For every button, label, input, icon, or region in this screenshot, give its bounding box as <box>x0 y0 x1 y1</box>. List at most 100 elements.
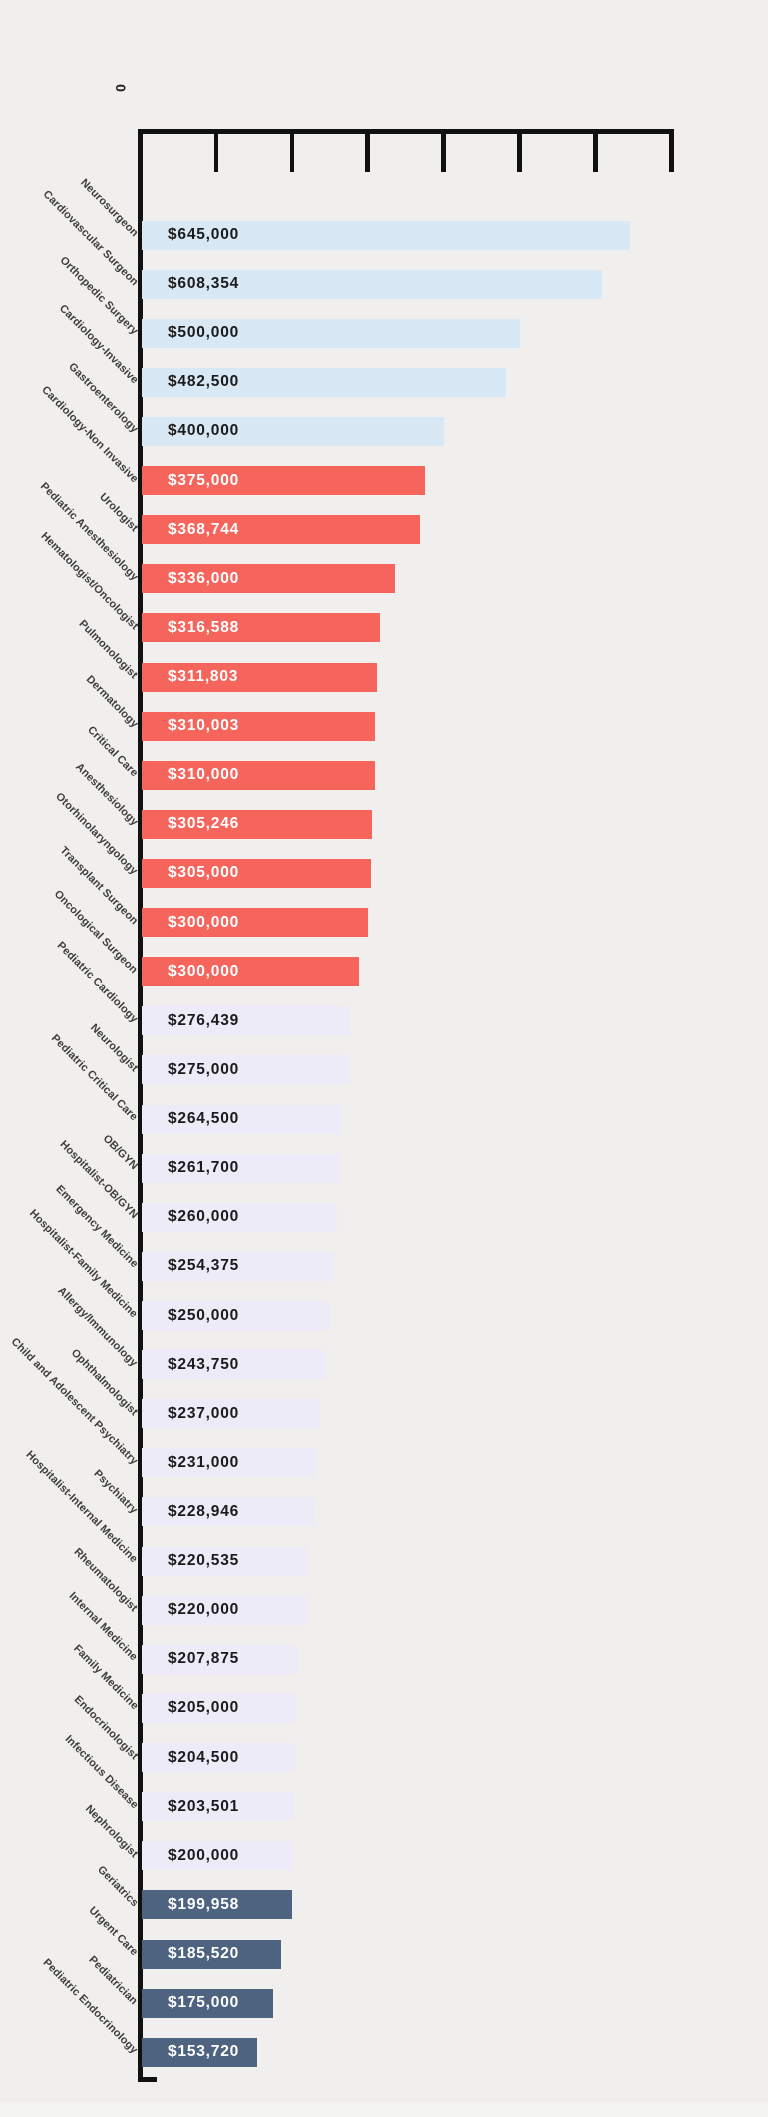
bar <box>142 1890 292 1920</box>
bar-value-label: $243,750 <box>168 1355 240 1373</box>
category-label: Pediatric Cardiology <box>54 939 141 1026</box>
category-label: Urologist <box>96 490 141 534</box>
bar-value-label: $237,000 <box>168 1404 240 1422</box>
bar-value-label: $305,246 <box>168 815 240 833</box>
x-axis-tick <box>441 129 446 172</box>
category-label: Dermatology <box>83 673 141 731</box>
bar-value-label: $220,535 <box>168 1552 240 1570</box>
bar-value-label: $185,520 <box>168 1945 240 1963</box>
bar <box>142 564 396 594</box>
x-axis-tick <box>517 129 522 172</box>
bar <box>142 1251 334 1281</box>
category-label: Otorhinolaryngology <box>53 790 141 878</box>
bar <box>142 1153 339 1183</box>
bar <box>142 1350 325 1380</box>
bar <box>142 1743 296 1773</box>
bar-value-label: $310,003 <box>168 717 240 735</box>
bar-value-label: $203,501 <box>168 1797 240 1815</box>
category-label: Psychiatry <box>91 1467 141 1517</box>
bar-value-label: $260,000 <box>168 1208 240 1226</box>
bar-value-label: $368,744 <box>168 520 240 538</box>
bar <box>142 1841 292 1871</box>
bar <box>142 1006 350 1036</box>
bar <box>142 1104 341 1134</box>
x-axis-tick <box>137 129 143 172</box>
bar <box>142 1595 307 1625</box>
bar <box>142 2037 257 2067</box>
bar <box>142 908 368 938</box>
x-axis-tick-label-zero: 0 <box>112 84 129 92</box>
x-axis-tick <box>365 129 370 172</box>
bar <box>142 269 602 299</box>
bar <box>142 1939 281 1969</box>
category-label: Hematologist/Oncologist <box>38 529 141 633</box>
bar <box>142 858 372 888</box>
bottom-strip <box>0 2103 768 2117</box>
category-label: Cardiology-Non Invasive <box>38 383 141 485</box>
category-label: Cardiovascular Surgeon <box>40 188 141 289</box>
x-axis-tick <box>669 129 674 172</box>
bar-value-label: $305,000 <box>168 864 240 882</box>
bar <box>142 416 444 446</box>
bar <box>142 1448 316 1478</box>
bar-value-label: $200,000 <box>168 1846 240 1864</box>
bar-value-label: $199,958 <box>168 1895 240 1913</box>
category-label: Urgent Care <box>86 1904 141 1959</box>
bar <box>142 466 425 496</box>
bar <box>142 1792 295 1822</box>
bar-value-label: $336,000 <box>168 569 240 587</box>
bar-value-label: $204,500 <box>168 1748 240 1766</box>
bar-value-label: $175,000 <box>168 1994 240 2012</box>
category-label: Emergency Medicine <box>53 1183 141 1271</box>
bar-value-label: $250,000 <box>168 1306 240 1324</box>
bar-value-label: $310,000 <box>168 766 240 784</box>
x-axis-tick <box>289 129 295 172</box>
x-axis-line <box>137 129 674 134</box>
bar-value-label: $275,000 <box>168 1060 240 1078</box>
bar <box>142 1546 308 1576</box>
bar <box>142 711 376 741</box>
bar <box>142 1497 314 1527</box>
category-label: Pediatric Endocrinology <box>40 1956 141 2057</box>
bar <box>142 1693 296 1723</box>
y-axis-line <box>137 129 143 2082</box>
y-axis-end-tick <box>137 2077 157 2082</box>
bar <box>142 957 360 987</box>
bar-value-label: $207,875 <box>168 1650 240 1668</box>
bar-value-label: $645,000 <box>168 226 240 243</box>
bar-value-label: $254,375 <box>168 1257 240 1275</box>
bar-value-label: $500,000 <box>168 324 240 342</box>
bar <box>142 760 376 790</box>
bar-value-label: $608,354 <box>168 275 240 293</box>
category-label: Geriatrics <box>94 1863 141 1910</box>
bar-value-label: $375,000 <box>168 471 240 489</box>
bar <box>142 220 630 250</box>
bar-value-label: $276,439 <box>168 1011 240 1029</box>
bar-value-label: $231,000 <box>168 1453 240 1471</box>
category-label: OB/GYN <box>100 1132 141 1173</box>
bar-value-label: $264,500 <box>168 1110 240 1128</box>
bar-value-label: $220,000 <box>168 1601 240 1619</box>
x-axis-tick <box>213 129 219 172</box>
bar-value-label: $300,000 <box>168 962 240 980</box>
category-label: Pediatric Anesthesiology <box>37 480 141 584</box>
bar <box>142 613 381 643</box>
bar <box>142 1055 349 1085</box>
bar <box>142 1644 298 1674</box>
category-label: Pediatric Critical Care <box>49 1032 141 1124</box>
bar-value-label: $300,000 <box>168 913 240 931</box>
bar <box>142 367 507 397</box>
bar <box>142 662 377 692</box>
category-label: Oncological Surgeon <box>52 887 141 976</box>
bar <box>142 1202 338 1232</box>
bar-value-label: $316,588 <box>168 618 240 636</box>
bar-value-label: $400,000 <box>168 422 240 440</box>
bar <box>142 1988 273 2018</box>
bar-value-label: $261,700 <box>168 1159 240 1177</box>
bar <box>142 318 520 348</box>
bar <box>142 1301 330 1331</box>
x-axis-tick <box>593 129 598 172</box>
bar-value-label: $311,803 <box>168 668 239 686</box>
bar-value-label: $205,000 <box>168 1699 240 1717</box>
